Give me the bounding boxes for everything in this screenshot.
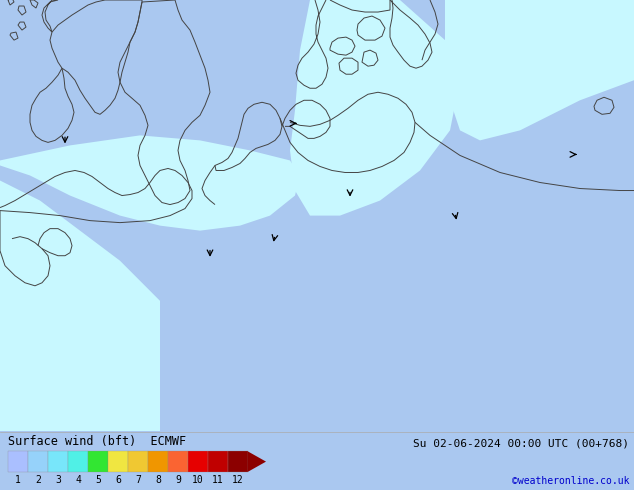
Bar: [148, 451, 168, 472]
Text: 5: 5: [95, 475, 101, 485]
Bar: [128, 451, 148, 472]
Bar: [8, 451, 28, 472]
Text: Surface wind (bft)  ECMWF: Surface wind (bft) ECMWF: [8, 436, 186, 448]
Polygon shape: [400, 0, 634, 141]
Text: 10: 10: [192, 475, 204, 485]
Text: 3: 3: [55, 475, 61, 485]
Text: 2: 2: [35, 475, 41, 485]
Text: 7: 7: [135, 475, 141, 485]
Polygon shape: [0, 135, 300, 231]
Polygon shape: [248, 451, 266, 472]
Bar: [188, 451, 208, 472]
Text: 1: 1: [15, 475, 21, 485]
Text: 11: 11: [212, 475, 224, 485]
Text: 9: 9: [175, 475, 181, 485]
Text: 4: 4: [75, 475, 81, 485]
Text: 6: 6: [115, 475, 121, 485]
Polygon shape: [0, 180, 160, 431]
Text: Su 02-06-2024 00:00 UTC (00+768): Su 02-06-2024 00:00 UTC (00+768): [413, 439, 629, 448]
Text: 8: 8: [155, 475, 161, 485]
Bar: [228, 451, 248, 472]
Text: 12: 12: [232, 475, 244, 485]
Bar: [88, 451, 108, 472]
Bar: [208, 451, 228, 472]
Bar: [168, 451, 188, 472]
Bar: [28, 451, 48, 472]
Bar: [68, 451, 88, 472]
Bar: [108, 451, 128, 472]
Text: ©weatheronline.co.uk: ©weatheronline.co.uk: [512, 476, 629, 486]
Polygon shape: [290, 0, 460, 216]
Bar: [48, 451, 68, 472]
